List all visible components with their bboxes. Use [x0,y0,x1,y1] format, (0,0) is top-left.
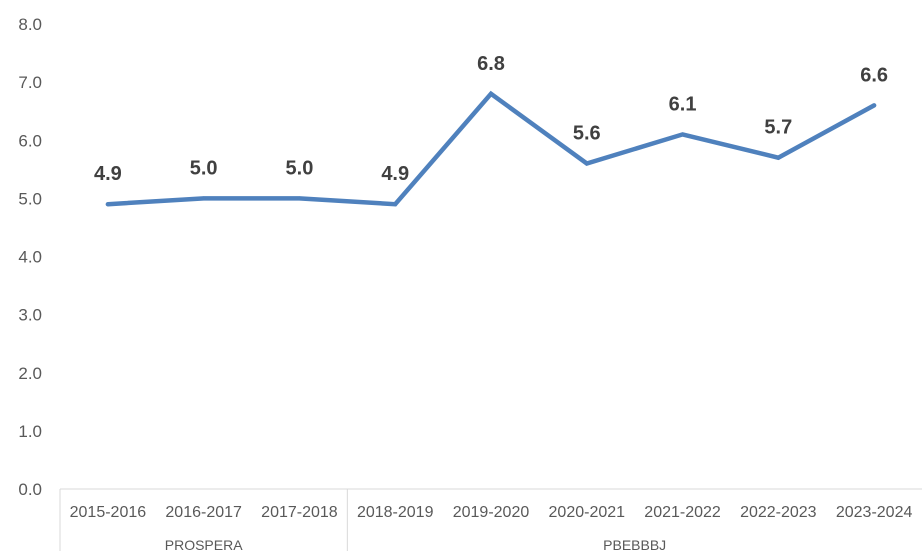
y-tick-label: 6.0 [18,131,42,150]
y-tick-label: 4.0 [18,248,42,267]
y-tick-label: 1.0 [18,422,42,441]
group-label: PBEBBBJ [603,537,666,551]
data-label: 5.7 [764,117,792,139]
y-axis: 0.0 1.0 2.0 3.0 4.0 5.0 6.0 7.0 8.0 [18,15,42,499]
data-point [872,103,877,108]
data-point [489,91,493,96]
y-tick-label: 5.0 [18,189,42,208]
data-label: 6.8 [477,53,505,75]
x-tick-label: 2017-2018 [261,504,338,521]
y-tick-label: 3.0 [18,306,42,325]
data-labels: 4.9 5.0 5.0 4.9 6.8 5.6 6.1 5.7 6.6 [94,53,888,185]
data-label: 4.9 [381,163,409,185]
x-tick-label: 2018-2019 [357,504,434,521]
data-point [680,132,685,137]
data-point [105,202,110,207]
data-point [393,202,398,207]
data-label: 4.9 [94,163,122,185]
data-label: 6.1 [669,93,697,115]
x-tick-label: 2021-2022 [644,504,721,521]
x-axis: 2015-2016 2016-2017 2017-2018 2018-2019 2019… [59,488,922,551]
x-tick-label: 2023-2024 [836,504,913,521]
x-tick-label: 2020-2021 [549,504,626,521]
y-tick-label: 2.0 [18,364,42,383]
data-label: 6.6 [860,64,888,86]
data-point [584,161,589,166]
x-tick-label: 2019-2020 [453,504,530,521]
y-tick-label: 0.0 [18,480,42,499]
y-tick-label: 7.0 [18,73,42,92]
y-tick-label: 8.0 [18,15,42,34]
x-tick-label: 2016-2017 [165,504,242,521]
x-tick-label: 2022-2023 [740,504,817,521]
series-line [105,90,877,207]
data-point [297,196,302,201]
x-tick-label: 2015-2016 [70,504,147,521]
data-point [201,196,206,201]
series-group [105,90,877,207]
group-label: PROSPERA [165,537,243,551]
data-point [776,155,781,160]
data-label: 5.0 [190,157,218,179]
data-label: 5.6 [573,123,601,145]
data-label: 5.0 [286,157,314,179]
